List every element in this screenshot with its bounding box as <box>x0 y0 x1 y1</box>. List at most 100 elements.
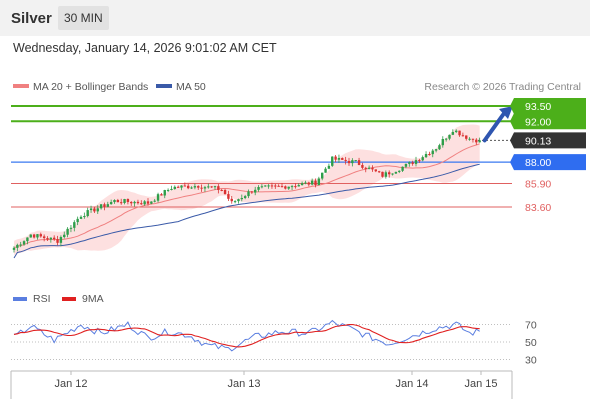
candle-body <box>133 201 136 204</box>
candle-body <box>233 201 237 203</box>
candle-body <box>327 165 331 169</box>
level-label-83.60: 83.60 <box>525 202 551 214</box>
candle-body <box>136 201 140 204</box>
candle-body <box>424 154 428 158</box>
candle-body <box>99 204 103 209</box>
candle-body <box>384 172 388 177</box>
rsi-ma-legend-swatch <box>62 297 76 301</box>
candle-body <box>180 185 183 188</box>
rsi-tick-label-70: 70 <box>525 320 537 332</box>
level-labels: 93.50 92.00 90.13 88.00 85.90 83.60 <box>510 98 586 214</box>
candle-body <box>401 166 404 171</box>
candle-body <box>200 187 203 189</box>
candle-body <box>455 130 458 133</box>
candle-body <box>120 202 123 204</box>
candle-body <box>341 158 344 160</box>
rsi-panel: 70 50 30 <box>11 320 537 367</box>
candle-body <box>106 204 109 207</box>
candle-body <box>69 227 73 229</box>
timeframe-badge[interactable]: 30 MIN <box>58 6 109 30</box>
projection-arrow-head <box>499 106 513 119</box>
candle-body <box>109 202 113 205</box>
rsi-line <box>13 319 480 352</box>
level-label-88.00: 88.00 <box>525 157 551 169</box>
candle-body <box>331 156 334 166</box>
candle-body <box>197 186 200 188</box>
bollinger-band <box>14 124 480 255</box>
x-tick-label: Jan 14 <box>395 378 428 390</box>
candle-body <box>140 203 143 205</box>
candle-body <box>418 160 421 162</box>
candle-body <box>190 187 193 189</box>
rsi-ma-legend-label: 9MA <box>82 293 104 305</box>
candle-body <box>434 149 438 151</box>
candle-body <box>371 167 374 170</box>
candle-body <box>210 186 213 188</box>
instrument-title: Silver <box>11 10 52 27</box>
candle-body <box>103 204 106 207</box>
candle-body <box>146 201 150 204</box>
candle-body <box>260 186 264 188</box>
credit-label: Research © 2026 Trading Central <box>424 81 581 93</box>
candle-body <box>160 194 163 196</box>
candle-body <box>274 185 277 187</box>
candle-body <box>441 139 444 146</box>
level-label-92.00: 92.00 <box>525 116 551 128</box>
candle-body <box>408 162 411 164</box>
ma50-legend-swatch <box>156 84 172 88</box>
candle-body <box>16 244 19 248</box>
candle-body <box>126 199 130 202</box>
candle-body <box>176 186 180 188</box>
candle-body <box>377 171 381 173</box>
level-tag-90.13 <box>510 132 586 149</box>
candle-body <box>334 156 337 160</box>
candle-body <box>49 237 53 240</box>
bollinger-band-fill <box>14 124 480 255</box>
rsi-legend-swatch <box>13 297 27 301</box>
candle-body <box>240 198 243 200</box>
ma50-line <box>13 163 480 259</box>
candle-body <box>444 138 448 140</box>
candle-body <box>207 186 210 188</box>
candle-body <box>59 237 63 243</box>
candle-body <box>388 172 391 175</box>
candle-body <box>344 159 347 161</box>
candle-body <box>42 236 46 239</box>
candle-body <box>173 186 176 189</box>
candle-body <box>374 169 377 172</box>
candle-body <box>143 201 146 205</box>
candle-body <box>458 130 461 136</box>
rsi-ma-line <box>13 323 480 348</box>
candle-body <box>364 167 367 169</box>
candle-body <box>66 228 69 235</box>
candle-body <box>270 185 274 187</box>
candle-body <box>357 160 361 165</box>
candle-body <box>468 138 471 140</box>
candle-body <box>116 200 120 203</box>
level-label-90.13: 90.13 <box>525 135 551 147</box>
candle-body <box>431 150 434 155</box>
candle-body <box>130 201 133 204</box>
datetime-label: Wednesday, January 14, 2026 9:01:02 AM C… <box>13 41 277 55</box>
candle-body <box>223 189 227 195</box>
candle-body <box>284 186 287 189</box>
candle-body <box>475 139 478 143</box>
level-tag-92.00 <box>510 113 586 130</box>
candle-body <box>294 186 297 188</box>
x-tick-label: Jan 12 <box>54 378 87 390</box>
candle-body <box>304 182 307 184</box>
candle-body <box>277 185 280 187</box>
candle-body <box>428 154 431 156</box>
candle-body <box>317 178 321 186</box>
candle-body <box>300 183 304 186</box>
candle-body <box>324 168 327 173</box>
candle-body <box>86 210 89 217</box>
candle-body <box>230 198 233 202</box>
candle-body <box>166 189 170 191</box>
candle-body <box>394 171 398 174</box>
candle-body <box>391 173 394 175</box>
candle-body <box>203 187 207 189</box>
candle-body <box>321 172 324 179</box>
candle-body <box>193 186 197 188</box>
